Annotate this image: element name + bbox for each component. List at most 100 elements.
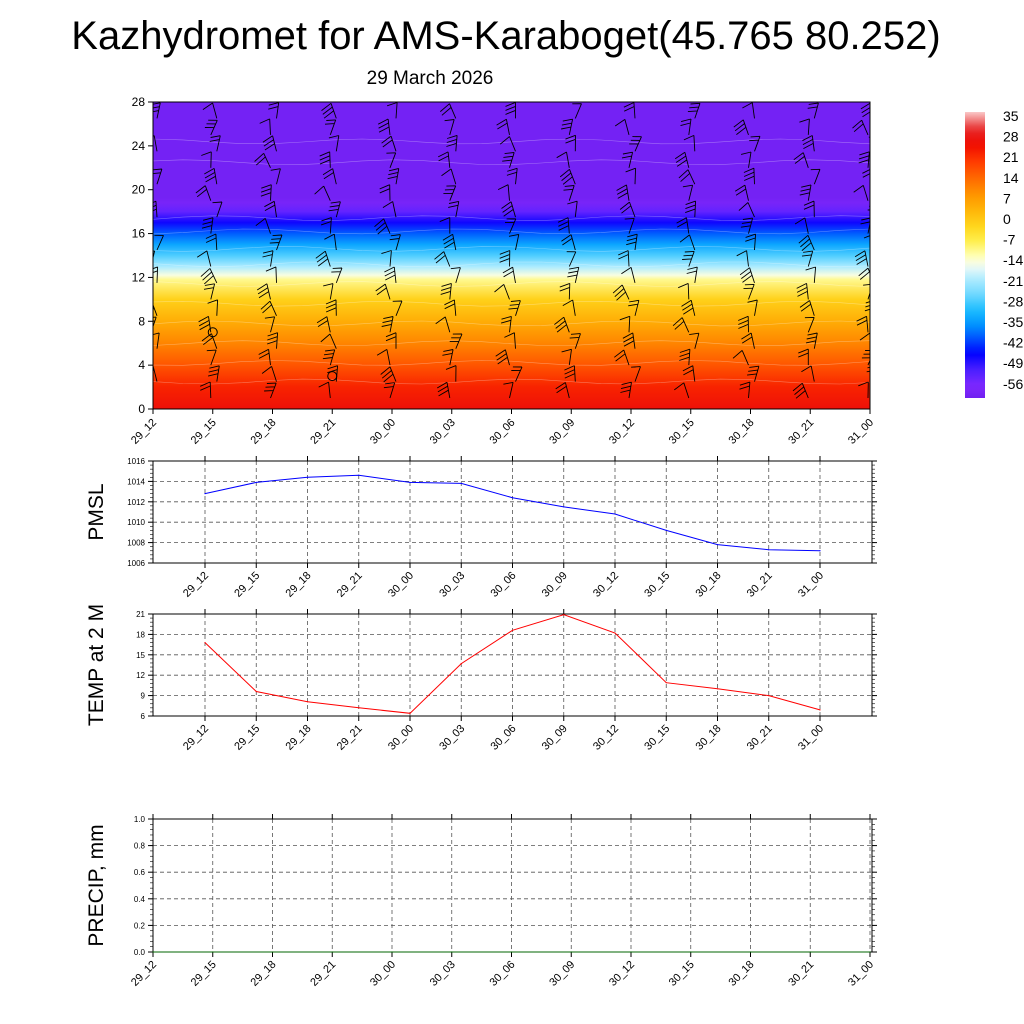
x-tick-label: 29_12	[129, 417, 159, 447]
wind-barb	[672, 317, 690, 333]
x-tick-label: 30_21	[745, 723, 775, 753]
wind-barb	[561, 348, 572, 366]
wind-barb	[743, 167, 755, 185]
temp-2m-point	[665, 682, 667, 684]
wind-barb	[499, 136, 516, 152]
colorbar: 35 28 21 14 7 0 -7 -14 -21 -28 -35 -42 -49 -56	[965, 108, 1023, 398]
colorbar-label: 14	[1003, 170, 1019, 186]
temp-2m-point	[255, 690, 257, 693]
wind-barb	[141, 119, 151, 135]
wind-barb	[572, 103, 582, 119]
wind-barb	[618, 250, 630, 267]
wind-barb	[266, 332, 279, 349]
colorbar-label: 21	[1003, 149, 1019, 165]
y-tick-label: 4	[138, 358, 145, 372]
wind-barb	[676, 217, 690, 234]
wind-barb	[503, 381, 514, 399]
wind-barb	[621, 267, 636, 284]
wind-barb	[260, 300, 277, 316]
wind-barb	[201, 333, 218, 349]
wind-barb	[502, 266, 516, 283]
wind-barb	[740, 151, 752, 168]
pmsl-panel: 1006 1008 1010 1012 1014 1016 29_12 29_15 29_18 2…	[85, 456, 877, 600]
wind-barb	[563, 185, 575, 201]
wind-barb	[796, 282, 809, 300]
wind-barb	[508, 300, 521, 316]
wind-barb	[440, 103, 457, 119]
precip-point	[271, 951, 274, 953]
wind-barb	[619, 201, 636, 218]
wind-barb	[860, 102, 870, 118]
temp-2m-point	[409, 712, 411, 714]
wind-barb	[862, 168, 870, 178]
precip-point	[331, 951, 333, 953]
y-tick-label: 12	[132, 270, 146, 284]
x-tick-label: 29_21	[308, 959, 338, 989]
wind-barb	[508, 233, 520, 251]
x-tick-label: 30_00	[368, 417, 398, 447]
pmsl-point	[204, 493, 206, 495]
x-tick-label: 30_15	[642, 723, 672, 753]
x-tick-label: 30_00	[386, 570, 416, 600]
wind-barb	[265, 266, 277, 283]
wind-barb	[749, 135, 761, 152]
temp-2m-point	[563, 614, 565, 616]
y-tick-label: 9	[141, 692, 146, 701]
wind-barb	[322, 349, 336, 366]
wind-barb	[153, 266, 159, 283]
wind-barb	[567, 200, 578, 218]
y-tick-label: 1012	[127, 498, 145, 507]
x-tick-label: 30_18	[694, 570, 724, 600]
wind-barb	[314, 185, 331, 201]
wind-barb	[858, 151, 870, 168]
wind-barb	[264, 382, 277, 399]
wind-barb	[207, 365, 220, 382]
wind-barb	[745, 233, 757, 251]
wind-barb	[207, 299, 219, 316]
y-tick-label: 12	[136, 671, 145, 680]
wind-barb	[683, 134, 696, 152]
wind-barb	[322, 168, 337, 185]
y-tick-label: 1010	[127, 518, 145, 527]
wind-barb	[561, 234, 576, 251]
y-tick-label: 1.0	[134, 815, 146, 824]
chart-subtitle: 29 March 2026	[366, 68, 494, 89]
wind-barb	[444, 119, 455, 136]
wind-barb	[682, 365, 696, 382]
pmsl-point	[255, 481, 257, 484]
y-tick-label: 0.6	[134, 868, 146, 877]
wind-barb	[434, 251, 451, 267]
y-tick-label: 6	[141, 712, 146, 721]
wind-barbs	[139, 102, 870, 399]
temp-2m-point	[460, 663, 462, 665]
wind-barb	[556, 151, 570, 168]
y-tick-label: 18	[136, 630, 145, 639]
wind-barb	[153, 303, 158, 316]
wind-barb	[200, 268, 218, 285]
precip-point	[152, 951, 154, 953]
calm-marker	[327, 371, 338, 382]
wind-barb	[315, 250, 331, 267]
wind-barb	[863, 235, 870, 239]
wind-barb	[566, 251, 577, 267]
temp-2m-point	[819, 709, 821, 711]
wind-barb	[381, 316, 394, 333]
panel-frame	[152, 818, 873, 953]
wind-barb	[201, 217, 214, 234]
wind-barb	[153, 168, 163, 185]
wind-barb	[561, 118, 574, 135]
precip-point	[749, 951, 752, 953]
wind-barb	[567, 266, 580, 283]
wind-barb	[212, 201, 223, 218]
wind-barb	[689, 332, 700, 349]
y-tick-label: 0.4	[134, 895, 146, 904]
colorbar-label: -28	[1003, 293, 1023, 309]
wind-barb	[448, 200, 460, 218]
wind-barb	[436, 381, 451, 399]
wind-barb	[383, 382, 396, 399]
x-tick-label: 30_03	[437, 570, 467, 600]
wind-barb	[254, 152, 271, 168]
panel-frame	[152, 460, 873, 564]
x-tick-label: 29_21	[335, 570, 365, 600]
wind-barb	[139, 284, 151, 300]
